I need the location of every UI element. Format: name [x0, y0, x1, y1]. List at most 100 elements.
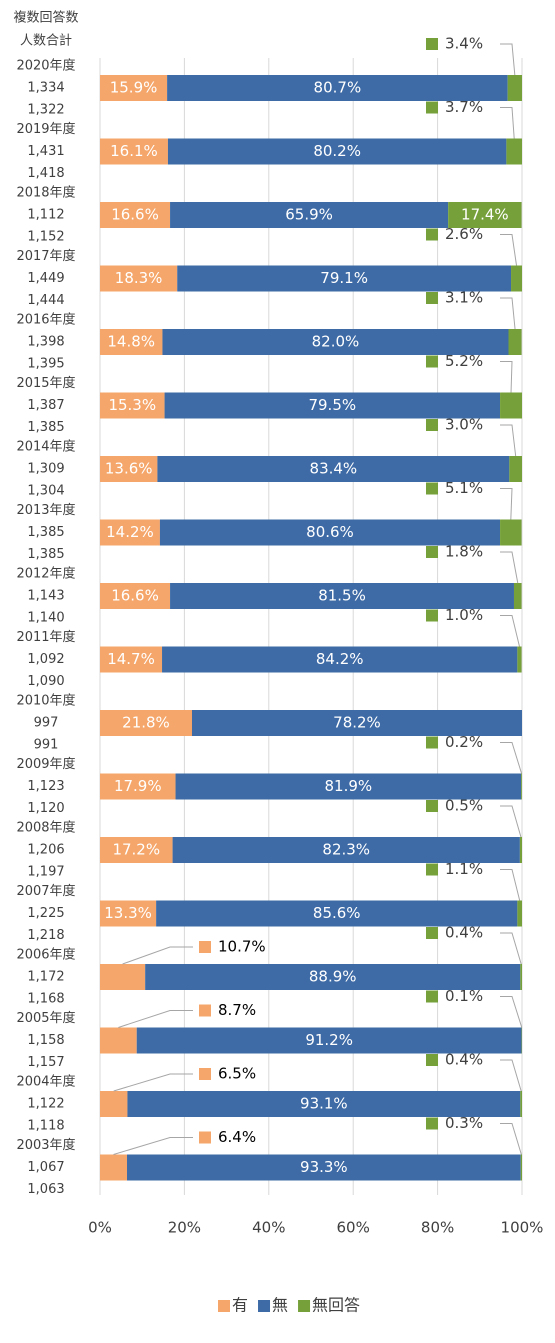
- row-label: 1,304: [27, 484, 64, 499]
- row-label: 1,385: [27, 420, 64, 435]
- data-label: 17.9%: [114, 777, 162, 795]
- data-label: 18.3%: [115, 269, 163, 287]
- row-label: 2018年度: [16, 185, 75, 201]
- bar-segment: [519, 837, 522, 863]
- label-marker: [199, 941, 211, 953]
- data-label: 14.7%: [107, 650, 155, 668]
- bar-segment: [167, 75, 508, 101]
- label-marker: [199, 1004, 211, 1017]
- data-label: 80.2%: [313, 142, 361, 160]
- label-marker: [426, 863, 438, 876]
- header-label: 複数回答数: [13, 10, 78, 26]
- row-label: 2015年度: [16, 375, 75, 391]
- bar-segment: [100, 202, 171, 228]
- row-label: 1,385: [27, 525, 64, 540]
- data-label: 1.8%: [445, 543, 483, 561]
- data-label: 6.5%: [218, 1065, 256, 1083]
- leader-line: [113, 1137, 193, 1155]
- legend-swatch: [218, 1300, 230, 1312]
- x-tick-label: 0%: [88, 1219, 112, 1237]
- label-marker: [426, 736, 438, 749]
- data-label: 78.2%: [333, 714, 381, 732]
- leader-line: [500, 43, 516, 76]
- data-label: 10.7%: [218, 938, 266, 956]
- leader-line: [500, 297, 516, 330]
- label-marker: [426, 38, 438, 50]
- label-marker: [426, 355, 438, 368]
- leader-line: [122, 946, 193, 965]
- row-label: 1,309: [27, 462, 64, 477]
- bar-segment: [156, 900, 518, 927]
- label-marker: [199, 1068, 211, 1080]
- data-label: 0.5%: [445, 797, 483, 815]
- row-label: 1,090: [27, 674, 64, 689]
- bar-segment: [172, 837, 520, 863]
- bar-segment: [100, 329, 163, 355]
- row-label: 1,398: [27, 335, 64, 350]
- bar-segment: [100, 710, 192, 736]
- leader-line: [500, 107, 515, 139]
- bar-segment: [157, 456, 510, 482]
- leader-line: [500, 996, 523, 1028]
- row-label: 1,140: [27, 611, 64, 626]
- leader-line: [500, 361, 513, 393]
- bar-segment: [500, 519, 522, 546]
- data-label: 13.3%: [104, 904, 152, 922]
- row-label: 2010年度: [16, 693, 75, 709]
- leader-line: [118, 1010, 193, 1028]
- data-label: 83.4%: [310, 460, 358, 478]
- row-label: 2014年度: [16, 439, 75, 455]
- data-label: 0.4%: [445, 1051, 483, 1069]
- bar-segment: [520, 1154, 522, 1181]
- bar-segment: [127, 1154, 521, 1181]
- data-label: 1.1%: [445, 860, 483, 878]
- legend-label: 有: [232, 1296, 248, 1315]
- label-marker: [426, 927, 438, 939]
- leader-line: [500, 742, 523, 774]
- x-tick-label: 100%: [501, 1219, 544, 1237]
- bar-segment: [100, 1154, 128, 1181]
- row-label: 1,063: [27, 1182, 64, 1197]
- bar-segment: [162, 646, 518, 673]
- row-label: 2008年度: [16, 820, 75, 836]
- data-label: 5.2%: [445, 352, 483, 370]
- bar-segment: [500, 392, 522, 419]
- data-label: 8.7%: [218, 1001, 256, 1019]
- bar-segment: [162, 329, 509, 355]
- data-label: 82.0%: [312, 333, 360, 351]
- bar-segment: [100, 900, 157, 927]
- legend-label: 無: [272, 1296, 288, 1315]
- row-label: 1,157: [27, 1055, 64, 1070]
- data-label: 16.6%: [111, 587, 159, 605]
- row-label: 1,120: [27, 801, 64, 816]
- bar-segment: [167, 138, 507, 165]
- data-label: 5.1%: [445, 479, 483, 497]
- leader-line: [500, 234, 518, 266]
- row-label: 1,218: [27, 928, 64, 943]
- leader-line: [500, 1123, 522, 1155]
- label-marker: [426, 228, 438, 241]
- row-label: 2017年度: [16, 248, 75, 264]
- data-label: 15.3%: [108, 396, 156, 414]
- data-label: 3.7%: [445, 98, 483, 116]
- data-label: 0.1%: [445, 987, 483, 1005]
- row-label: 1,152: [27, 230, 64, 245]
- bar-segment: [521, 773, 522, 800]
- row-label: 1,067: [27, 1160, 64, 1175]
- row-label: 1,387: [27, 398, 64, 413]
- data-label: 14.2%: [106, 523, 154, 541]
- row-label: 1,118: [27, 1119, 64, 1134]
- data-label: 0.2%: [445, 733, 483, 751]
- data-label: 3.4%: [445, 35, 483, 53]
- bar-segment: [100, 265, 178, 292]
- leader-line: [500, 424, 517, 457]
- data-label: 21.8%: [122, 714, 170, 732]
- bar-segment: [448, 202, 522, 228]
- x-tick-label: 80%: [421, 1219, 454, 1237]
- data-label: 2.6%: [445, 225, 483, 243]
- bar-segment: [506, 138, 522, 165]
- bar-segment: [100, 646, 163, 673]
- bar-segment: [100, 138, 168, 165]
- bar-segment: [164, 392, 501, 419]
